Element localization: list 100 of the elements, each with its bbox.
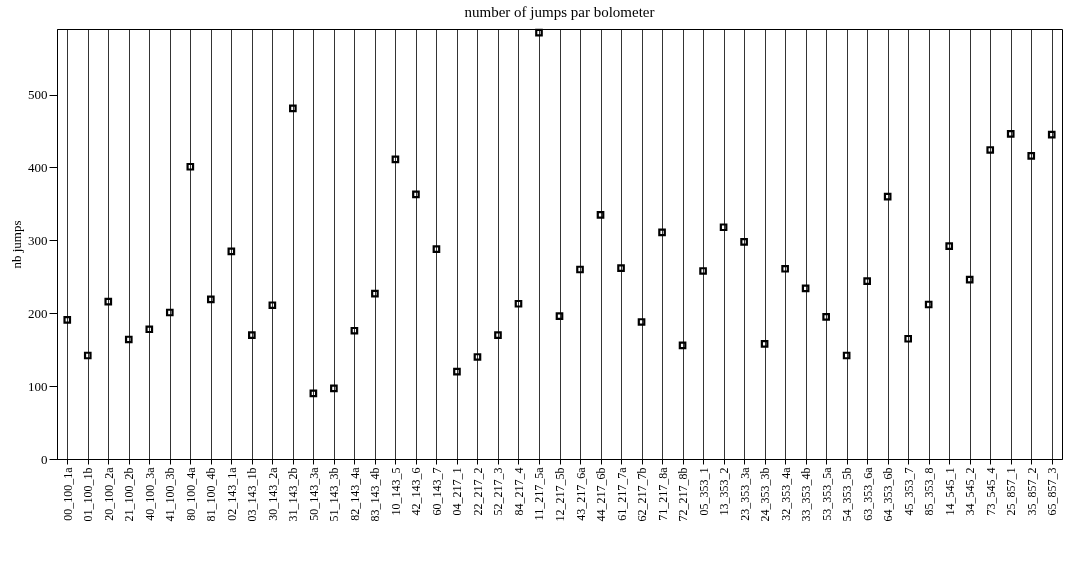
point <box>699 267 707 275</box>
x-tick-label: 73_545_4 <box>983 467 998 516</box>
x-tick-label: 51_143_3b <box>327 467 342 522</box>
point <box>904 334 913 343</box>
x-tick-label: 54_353_5b <box>840 467 855 522</box>
x-tick-label: 41_100_3b <box>163 467 178 522</box>
x-tick-label: 04_217_1 <box>450 467 465 516</box>
point <box>104 297 113 306</box>
point <box>165 308 174 317</box>
point <box>186 162 195 171</box>
x-tick-label: 24_353_3b <box>758 467 773 522</box>
x-tick-label: 63_353_6a <box>860 466 875 521</box>
point <box>863 277 871 286</box>
x-tick-label: 52_217_3 <box>491 467 506 516</box>
x-tick-label: 14_545_1 <box>942 467 957 516</box>
x-tick-label: 64_353_6b <box>881 467 896 522</box>
y-tick-label: 400 <box>28 159 48 175</box>
x-tick-label: 02_143_1a <box>224 466 239 521</box>
point <box>412 190 420 199</box>
point <box>945 242 954 251</box>
point <box>760 340 769 348</box>
point <box>227 247 236 256</box>
x-tick-label: 20_100_2a <box>101 466 116 521</box>
x-tick-label: 25_857_1 <box>1004 467 1019 516</box>
point <box>842 351 851 360</box>
point <box>248 331 256 339</box>
point <box>637 318 646 326</box>
point <box>268 301 277 310</box>
x-tick-label: 83_143_4b <box>368 467 383 522</box>
x-tick-label: 71_217_8a <box>655 466 670 521</box>
x-tick-label: 50_143_3a <box>306 466 321 521</box>
x-tick-label: 12_217_5b <box>553 467 567 522</box>
x-tick-label: 23_353_3a <box>737 466 752 521</box>
point <box>309 389 318 398</box>
y-tick-label: 300 <box>28 232 48 248</box>
point <box>617 264 625 272</box>
point <box>658 228 666 237</box>
x-tick-label: 31_143_2b <box>286 467 301 522</box>
point <box>986 146 995 154</box>
point <box>965 275 974 284</box>
x-tick-label: 00_100_1a <box>60 466 75 521</box>
x-tick-label: 60_143_7 <box>429 467 444 516</box>
point <box>596 211 605 219</box>
x-tick-label: 53_353_5a <box>819 466 834 521</box>
point <box>473 353 482 361</box>
x-tick-label: 85_353_8 <box>922 467 937 516</box>
point <box>678 341 687 350</box>
point <box>83 351 92 360</box>
x-tick-label: 40_100_3a <box>142 466 157 521</box>
point <box>371 289 379 298</box>
x-tick-label: 62_217_7b <box>635 467 650 522</box>
x-tick-label: 30_143_2a <box>265 466 280 521</box>
point <box>883 192 892 201</box>
point <box>330 384 338 393</box>
x-tick-label: 01_100_1b <box>81 467 96 522</box>
point <box>801 284 810 293</box>
point <box>822 313 830 321</box>
point <box>576 265 584 274</box>
x-tick-label: 21_100_2b <box>122 467 137 522</box>
x-tick-label: 65_857_3 <box>1045 467 1060 516</box>
point <box>719 223 728 232</box>
x-tick-label: 03_143_1b <box>245 467 260 522</box>
y-axis-title: nb jumps <box>9 220 24 269</box>
x-tick-label: 43_217_6a <box>573 466 588 521</box>
x-tick-label: 22_217_2 <box>470 467 485 516</box>
point <box>1006 130 1015 138</box>
point <box>391 155 400 164</box>
point <box>350 326 359 335</box>
x-tick-label: 05_353_1 <box>696 467 711 516</box>
x-tick-label: 80_100_4a <box>183 466 198 521</box>
point <box>145 325 154 334</box>
point <box>124 335 133 344</box>
point <box>1047 130 1056 139</box>
x-tick-label: 35_857_2 <box>1024 467 1039 516</box>
x-tick-label: 44_217_6b <box>594 467 609 522</box>
x-tick-label: 42_143_6 <box>409 467 424 516</box>
point <box>555 312 564 320</box>
chart-title: number of jumps par bolometer <box>464 3 655 20</box>
y-tick-label: 500 <box>28 87 48 103</box>
point <box>535 28 543 37</box>
point <box>1027 151 1036 160</box>
y-tick-label: 0 <box>41 451 48 467</box>
y-tick-label: 100 <box>28 378 48 394</box>
point <box>432 245 441 253</box>
x-tick-label: 32_353_4a <box>778 466 793 521</box>
x-tick-label: 84_217_4 <box>511 467 526 516</box>
point <box>924 300 933 309</box>
x-tick-label: 10_143_5 <box>388 467 403 516</box>
point <box>63 315 72 324</box>
point <box>289 104 297 113</box>
point <box>494 331 502 339</box>
x-tick-label: 82_143_4a <box>347 466 362 521</box>
x-tick-label: 72_217_8b <box>676 467 691 522</box>
point <box>514 299 523 308</box>
x-tick-label: 45_353_7 <box>901 467 916 516</box>
x-tick-label: 81_100_4b <box>204 467 219 522</box>
y-tick-label: 200 <box>28 305 48 321</box>
point <box>206 295 215 304</box>
point <box>453 367 461 376</box>
x-tick-label: 61_217_7a <box>614 466 629 521</box>
